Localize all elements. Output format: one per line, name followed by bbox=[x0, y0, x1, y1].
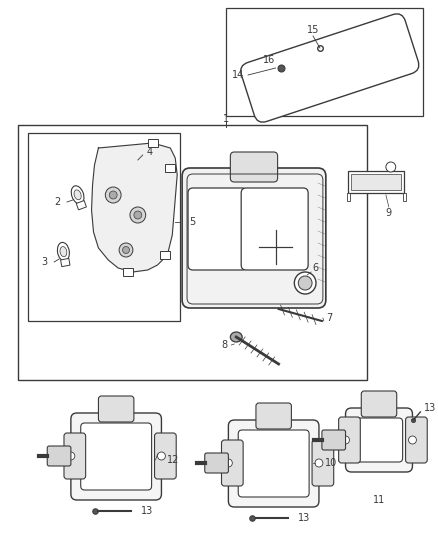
Bar bbox=[148, 139, 158, 147]
FancyBboxPatch shape bbox=[228, 420, 319, 507]
Bar bbox=[347, 193, 350, 201]
FancyBboxPatch shape bbox=[64, 433, 86, 479]
Bar bbox=[226, 8, 423, 116]
FancyBboxPatch shape bbox=[238, 430, 309, 497]
FancyBboxPatch shape bbox=[406, 417, 427, 463]
Text: 2: 2 bbox=[54, 197, 60, 207]
FancyBboxPatch shape bbox=[47, 446, 71, 466]
FancyBboxPatch shape bbox=[256, 403, 291, 429]
Text: 7: 7 bbox=[327, 313, 333, 323]
Text: 9: 9 bbox=[386, 208, 392, 218]
Text: 13: 13 bbox=[424, 403, 437, 413]
Ellipse shape bbox=[130, 207, 146, 223]
Text: 8: 8 bbox=[221, 340, 227, 350]
FancyBboxPatch shape bbox=[322, 430, 346, 450]
Text: 4: 4 bbox=[147, 147, 153, 157]
Ellipse shape bbox=[342, 436, 350, 444]
Text: 5: 5 bbox=[189, 217, 195, 227]
Ellipse shape bbox=[158, 452, 166, 460]
Ellipse shape bbox=[134, 211, 142, 219]
Bar bbox=[18, 125, 367, 380]
Bar bbox=[60, 259, 70, 266]
Text: 3: 3 bbox=[41, 257, 47, 267]
Text: 12: 12 bbox=[167, 455, 180, 465]
Bar bbox=[166, 164, 175, 172]
Ellipse shape bbox=[294, 272, 316, 294]
Bar bbox=[349, 171, 403, 193]
FancyBboxPatch shape bbox=[182, 168, 326, 308]
FancyBboxPatch shape bbox=[339, 417, 360, 463]
Text: 14: 14 bbox=[232, 70, 244, 80]
FancyBboxPatch shape bbox=[205, 453, 228, 473]
Polygon shape bbox=[92, 143, 177, 272]
Text: 16: 16 bbox=[263, 55, 275, 65]
Ellipse shape bbox=[224, 459, 232, 467]
FancyBboxPatch shape bbox=[99, 396, 134, 422]
Ellipse shape bbox=[409, 436, 417, 444]
FancyBboxPatch shape bbox=[222, 440, 243, 486]
Ellipse shape bbox=[119, 243, 133, 257]
Ellipse shape bbox=[123, 149, 135, 165]
Ellipse shape bbox=[386, 162, 396, 172]
Ellipse shape bbox=[109, 191, 117, 199]
Bar bbox=[403, 193, 406, 201]
Text: 13: 13 bbox=[141, 506, 153, 516]
Ellipse shape bbox=[74, 190, 81, 200]
Ellipse shape bbox=[67, 452, 75, 460]
FancyBboxPatch shape bbox=[71, 413, 162, 500]
FancyBboxPatch shape bbox=[155, 433, 176, 479]
Text: 1: 1 bbox=[223, 114, 230, 124]
Text: 13: 13 bbox=[298, 513, 311, 523]
Bar bbox=[28, 133, 180, 321]
Text: 11: 11 bbox=[373, 495, 385, 505]
Bar bbox=[121, 163, 131, 171]
Ellipse shape bbox=[105, 187, 121, 203]
FancyBboxPatch shape bbox=[361, 391, 397, 417]
Ellipse shape bbox=[230, 332, 242, 342]
Bar bbox=[76, 200, 86, 210]
FancyBboxPatch shape bbox=[241, 14, 419, 122]
FancyBboxPatch shape bbox=[81, 423, 152, 490]
FancyBboxPatch shape bbox=[188, 188, 247, 270]
Ellipse shape bbox=[126, 152, 132, 161]
Bar bbox=[123, 268, 133, 276]
Ellipse shape bbox=[57, 243, 69, 261]
Bar bbox=[160, 251, 170, 259]
Text: 15: 15 bbox=[307, 25, 319, 35]
FancyBboxPatch shape bbox=[241, 188, 308, 270]
Bar bbox=[351, 174, 401, 190]
Text: 10: 10 bbox=[325, 458, 337, 468]
Ellipse shape bbox=[123, 246, 130, 254]
Ellipse shape bbox=[71, 186, 84, 204]
FancyBboxPatch shape bbox=[346, 408, 413, 472]
Ellipse shape bbox=[298, 276, 312, 290]
FancyBboxPatch shape bbox=[312, 440, 334, 486]
Ellipse shape bbox=[315, 459, 323, 467]
Ellipse shape bbox=[60, 247, 67, 257]
FancyBboxPatch shape bbox=[355, 418, 403, 462]
FancyBboxPatch shape bbox=[230, 152, 278, 182]
Text: 6: 6 bbox=[312, 263, 318, 273]
